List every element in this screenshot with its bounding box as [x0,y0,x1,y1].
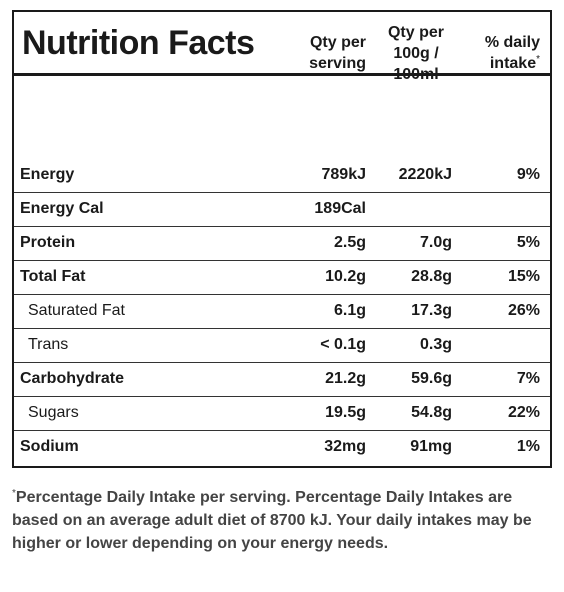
row-label: Sodium [20,438,79,455]
nutrition-panel: Nutrition Facts Qty per serving Qty per 1… [12,10,552,468]
row-value: 21.2g [325,370,366,387]
row-rule [14,192,550,193]
row-label: Sugars [28,404,79,421]
row-value: 15% [507,268,540,285]
row-value: 189Cal [314,200,366,217]
row-value: 2.5g [333,234,366,251]
row-rule [14,294,550,295]
row-rule [14,328,550,329]
row-value: 54.8g [411,404,452,421]
row-value: 10.2g [325,268,366,285]
row-value: 5% [516,234,540,251]
row-rule [14,396,550,397]
row-value: 19.5g [325,404,366,421]
row-label: Carbohydrate [20,370,125,387]
row-label: Total Fat [20,268,86,285]
row-value: 22% [507,404,540,421]
row-value: 9% [516,166,540,183]
row-rule [14,362,550,363]
column-header: % daily intake* [464,32,540,74]
column-header-text: Qty per 100g / 100ml [387,24,444,83]
row-value: 789kJ [321,166,367,183]
column-header-text: % daily intake [484,34,540,72]
row-value: < 0.1g [320,336,366,353]
row-label: Saturated Fat [28,302,125,319]
footnote-text: Percentage Daily Intake per serving. Per… [12,489,532,552]
footnote-marker: * [12,488,16,499]
row-rule [14,430,550,431]
row-value: 6.1g [333,302,366,319]
row-rule [14,260,550,261]
row-value: 91mg [410,438,452,455]
row-label: Trans [28,336,69,353]
row-value: 0.3g [419,336,452,353]
column-header: Qty per serving [294,32,366,74]
title-rule [14,73,550,76]
row-value: 32mg [324,438,366,455]
row-value: 7% [516,370,540,387]
row-label: Energy Cal [20,200,104,217]
column-header-marker: * [536,54,540,65]
row-value: 26% [507,302,540,319]
title: Nutrition Facts [22,24,255,62]
footnote: *Percentage Daily Intake per serving. Pe… [12,486,542,555]
row-value: 1% [516,438,540,455]
row-value: 17.3g [411,302,452,319]
row-value: 28.8g [411,268,452,285]
row-value: 59.6g [411,370,452,387]
row-value: 7.0g [419,234,452,251]
row-rule [14,226,550,227]
row-label: Protein [20,234,76,251]
row-label: Energy [20,166,75,183]
row-value: 2220kJ [398,166,452,183]
column-header-text: Qty per serving [309,34,366,72]
column-header: Qty per 100g / 100ml [380,22,452,85]
